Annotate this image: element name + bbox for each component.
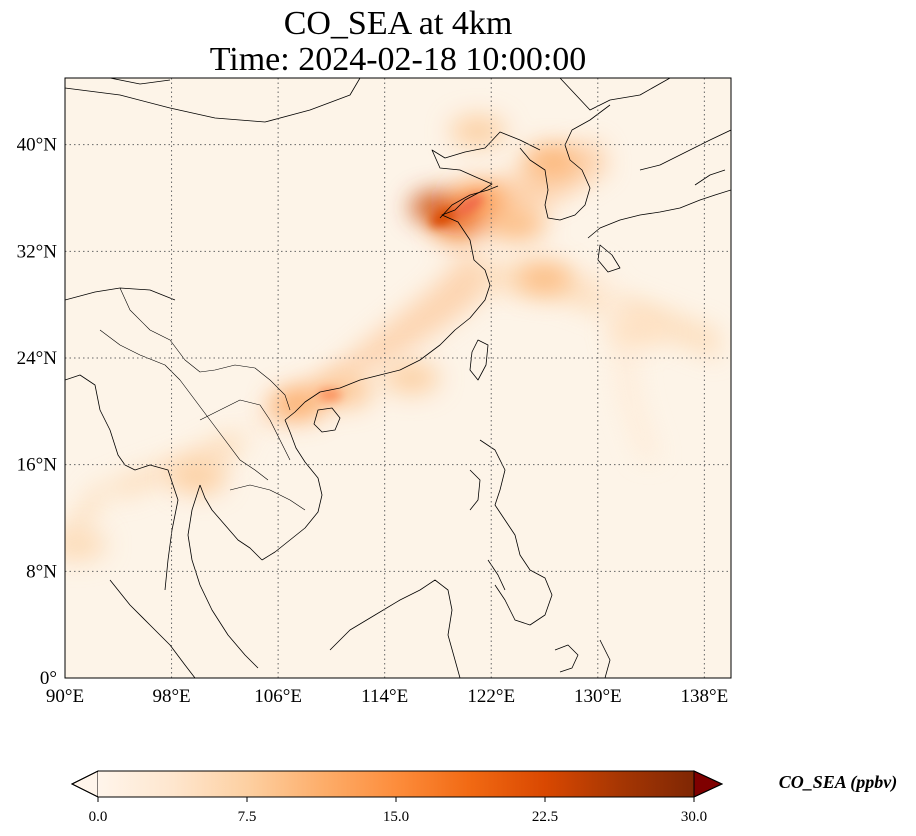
plume-spot [516,262,573,294]
colorbar-tick-label: 7.5 [238,809,257,825]
plume-spot [609,315,666,348]
lon-tick-label: 130°E [574,686,622,707]
colorbar-ticks: 0.0 7.5 15.0 22.5 30.0 [89,797,707,825]
colorbar-tick-label: 15.0 [383,809,409,825]
colorbar-label: CO_SEA (ppbv) [779,772,898,793]
chart-subtitle: Time: 2024-02-18 10:00:00 [209,41,587,78]
lat-tick-label: 40°N [17,135,58,156]
colorbar-tick-label: 0.0 [89,809,108,825]
lon-tick-label: 98°E [152,686,190,707]
plume-spot [523,144,580,177]
plume-spot [170,462,227,494]
plume-core [318,194,484,401]
map-frame [64,77,732,679]
lat-tick-label: 8°N [26,561,57,582]
lat-tick-label: 16°N [17,455,58,476]
plume-spot [489,208,546,241]
plume-spot [270,388,327,421]
colorbar-over-arrow [693,770,724,798]
plume-spot [65,528,107,561]
lon-tick-label: 114°E [361,686,408,707]
colorbar-gradient [98,771,694,797]
chart-title: CO_SEA at 4km [283,5,513,42]
lon-tick-label: 138°E [681,686,729,707]
lon-tick-label: 106°E [254,686,302,707]
longitude-tick-labels: 90°E 98°E 106°E 114°E 122°E 130°E 138°E [46,686,728,707]
plume-spot [383,362,440,394]
plume-spot [449,115,506,148]
lat-tick-label: 24°N [17,348,58,369]
map-gridlines [65,78,731,678]
latitude-tick-labels: 0° 8°N 16°N 24°N 32°N 40°N [17,135,58,689]
lat-tick-label: 32°N [17,241,58,262]
coastlines [65,78,731,678]
lon-tick-label: 90°E [46,686,84,707]
colorbar-tick-label: 30.0 [681,809,707,825]
colorbar-tick-label: 22.5 [532,809,558,825]
lat-tick-label: 0° [40,668,57,689]
colorbar-under-arrow [70,770,99,798]
lon-tick-label: 122°E [467,686,515,707]
colorbar: 0.0 7.5 15.0 22.5 30.0 [70,770,724,825]
